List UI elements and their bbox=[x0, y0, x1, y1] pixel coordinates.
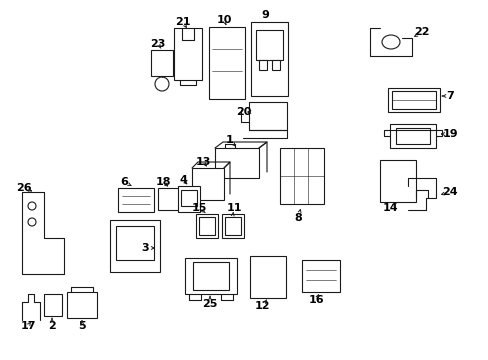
Bar bbox=[256, 30, 283, 60]
Bar bbox=[193, 262, 228, 290]
Text: 10: 10 bbox=[216, 15, 231, 25]
Bar bbox=[248, 102, 286, 130]
Bar bbox=[158, 188, 182, 210]
Bar bbox=[192, 168, 224, 200]
Bar bbox=[259, 60, 266, 70]
Bar bbox=[178, 186, 200, 212]
Bar bbox=[67, 292, 97, 318]
Text: 20: 20 bbox=[236, 107, 251, 117]
Text: 16: 16 bbox=[307, 295, 323, 305]
Bar bbox=[302, 260, 339, 292]
Text: 3: 3 bbox=[141, 243, 148, 253]
Text: 26: 26 bbox=[16, 183, 32, 193]
Text: 4: 4 bbox=[179, 175, 186, 185]
Text: 22: 22 bbox=[413, 27, 429, 37]
Bar bbox=[44, 294, 62, 316]
Bar bbox=[174, 28, 202, 80]
Text: 12: 12 bbox=[254, 301, 269, 311]
Text: 9: 9 bbox=[261, 10, 268, 20]
Bar bbox=[196, 214, 218, 238]
Bar bbox=[222, 214, 244, 238]
Bar bbox=[215, 148, 259, 178]
Circle shape bbox=[28, 218, 36, 226]
Text: 15: 15 bbox=[191, 203, 206, 213]
Bar bbox=[199, 217, 215, 235]
Bar bbox=[379, 160, 415, 202]
Circle shape bbox=[155, 77, 169, 91]
Text: 11: 11 bbox=[226, 203, 241, 213]
Bar bbox=[387, 88, 439, 112]
Bar bbox=[395, 128, 429, 144]
Bar bbox=[224, 217, 241, 235]
Text: 13: 13 bbox=[195, 157, 210, 167]
Bar bbox=[389, 124, 435, 148]
Text: 18: 18 bbox=[155, 177, 170, 187]
Bar bbox=[116, 226, 154, 260]
Text: 21: 21 bbox=[175, 17, 190, 27]
Text: 17: 17 bbox=[20, 321, 36, 331]
Text: 7: 7 bbox=[445, 91, 453, 101]
Text: 2: 2 bbox=[48, 321, 56, 331]
Ellipse shape bbox=[381, 35, 399, 49]
Bar bbox=[110, 220, 160, 272]
Text: 1: 1 bbox=[225, 135, 233, 145]
Bar bbox=[118, 188, 154, 212]
Text: 8: 8 bbox=[293, 213, 301, 223]
Bar bbox=[151, 50, 173, 76]
Bar bbox=[184, 258, 237, 294]
Text: 19: 19 bbox=[441, 129, 457, 139]
Text: 5: 5 bbox=[78, 321, 85, 331]
Bar bbox=[250, 22, 287, 96]
Text: 25: 25 bbox=[202, 299, 217, 309]
Bar bbox=[249, 256, 285, 298]
Bar bbox=[208, 27, 244, 99]
Text: 14: 14 bbox=[382, 203, 397, 213]
Text: 23: 23 bbox=[150, 39, 165, 49]
Bar bbox=[271, 60, 280, 70]
Text: 6: 6 bbox=[120, 177, 128, 187]
Bar bbox=[181, 190, 197, 206]
Bar bbox=[391, 91, 435, 109]
Bar bbox=[280, 148, 324, 204]
Circle shape bbox=[28, 202, 36, 210]
Text: 24: 24 bbox=[441, 187, 457, 197]
